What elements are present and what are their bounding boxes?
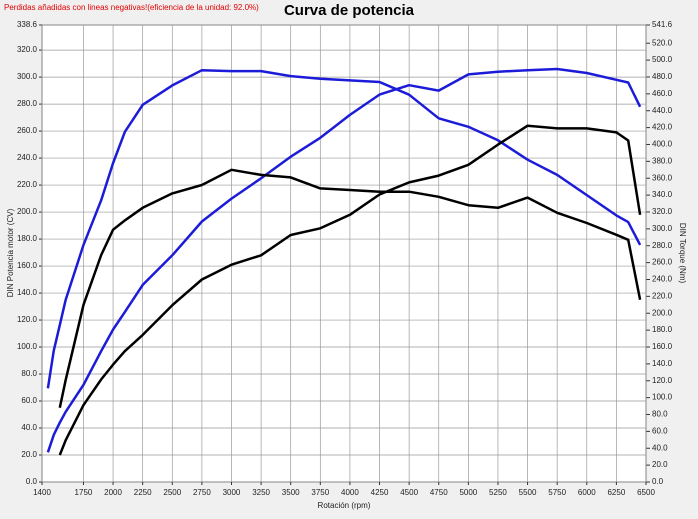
y-tick-label: 120.0 xyxy=(17,315,38,324)
y-tick-label: 180.0 xyxy=(17,234,38,243)
y2-tick-label: 480.0 xyxy=(652,72,673,81)
series-line xyxy=(46,67,642,453)
y2-tick-label: 20.0 xyxy=(652,460,668,469)
y-tick-label: 20.0 xyxy=(21,450,37,459)
y2-tick-label: 500.0 xyxy=(652,55,673,64)
x-tick-label: 4750 xyxy=(430,488,448,497)
y2-tick-label: 300.0 xyxy=(652,224,673,233)
y2-tick-label: 40.0 xyxy=(652,443,668,452)
y2-tick-label: 0.0 xyxy=(652,477,664,486)
y-axis-label: DIN Potencia motor (CV) xyxy=(6,208,15,297)
y2-tick-label: 280.0 xyxy=(652,241,673,250)
y-tick-label: 140.0 xyxy=(17,288,38,297)
y-tick-label: 200.0 xyxy=(17,207,38,216)
x-tick-label: 3250 xyxy=(252,488,270,497)
y-tick-label: 100.0 xyxy=(17,342,38,351)
y-tick-label: 320.0 xyxy=(17,45,38,54)
y2-axis-label: DIN Torque (Nm) xyxy=(678,223,687,284)
x-tick-label: 2750 xyxy=(193,488,211,497)
x-tick-label: 3500 xyxy=(282,488,300,497)
series-line xyxy=(46,68,642,389)
y2-tick-label: 420.0 xyxy=(652,123,673,132)
y2-tick-label: 220.0 xyxy=(652,291,673,300)
y2-tick-label: 60.0 xyxy=(652,426,668,435)
y2-tick-label: 140.0 xyxy=(652,359,673,368)
x-tick-label: 5000 xyxy=(459,488,477,497)
y2-tick-label: 520.0 xyxy=(652,38,673,47)
y-tick-label: 280.0 xyxy=(17,99,38,108)
x-tick-label: 3750 xyxy=(311,488,329,497)
series-line xyxy=(58,124,642,456)
y2-tick-label: 120.0 xyxy=(652,376,673,385)
x-tick-label: 2000 xyxy=(104,488,122,497)
y-tick-label: 260.0 xyxy=(17,126,38,135)
y-tick-label: 240.0 xyxy=(17,153,38,162)
y-tick-label: 0.0 xyxy=(26,477,38,486)
x-tick-label: 5750 xyxy=(548,488,566,497)
y2-tick-label: 440.0 xyxy=(652,106,673,115)
y2-tick-label: 320.0 xyxy=(652,207,673,216)
y2-tick-label: 460.0 xyxy=(652,89,673,98)
x-tick-label: 1750 xyxy=(75,488,93,497)
x-tick-label: 6250 xyxy=(607,488,625,497)
y-tick-label: 220.0 xyxy=(17,180,38,189)
y2-tick-label: 180.0 xyxy=(652,325,673,334)
x-tick-label: 4000 xyxy=(341,488,359,497)
y2-tick-label: 541.6 xyxy=(652,20,673,29)
x-tick-label: 4500 xyxy=(400,488,418,497)
y2-tick-label: 340.0 xyxy=(652,190,673,199)
y-tick-label: 300.0 xyxy=(17,72,38,81)
x-tick-label: 2250 xyxy=(134,488,152,497)
x-tick-label: 6000 xyxy=(578,488,596,497)
x-tick-label: 1400 xyxy=(33,488,51,497)
x-tick-label: 5250 xyxy=(489,488,507,497)
y-tick-label: 160.0 xyxy=(17,261,38,270)
x-tick-label: 6500 xyxy=(637,488,655,497)
y2-tick-label: 200.0 xyxy=(652,308,673,317)
y2-tick-label: 100.0 xyxy=(652,393,673,402)
plot-area xyxy=(41,24,647,483)
series-line xyxy=(58,168,642,408)
x-tick-label: 2500 xyxy=(163,488,181,497)
y-tick-label: 40.0 xyxy=(21,423,37,432)
x-axis-label: Rotación (rpm) xyxy=(318,501,371,510)
y-tick-label: 80.0 xyxy=(21,369,37,378)
x-tick-label: 4250 xyxy=(371,488,389,497)
y2-tick-label: 160.0 xyxy=(652,342,673,351)
y-tick-label: 338.6 xyxy=(17,20,38,29)
y2-tick-label: 240.0 xyxy=(652,275,673,284)
y2-tick-label: 80.0 xyxy=(652,410,668,419)
chart-title: Curva de potencia xyxy=(284,2,415,19)
y-tick-label: 60.0 xyxy=(21,396,37,405)
x-tick-label: 5500 xyxy=(519,488,537,497)
x-tick-label: 3000 xyxy=(223,488,241,497)
note: Perdidas añadidas con lineas negativas!(… xyxy=(4,3,259,12)
y2-tick-label: 380.0 xyxy=(652,156,673,165)
y2-tick-label: 360.0 xyxy=(652,173,673,182)
y2-tick-label: 260.0 xyxy=(652,258,673,267)
y2-tick-label: 400.0 xyxy=(652,140,673,149)
